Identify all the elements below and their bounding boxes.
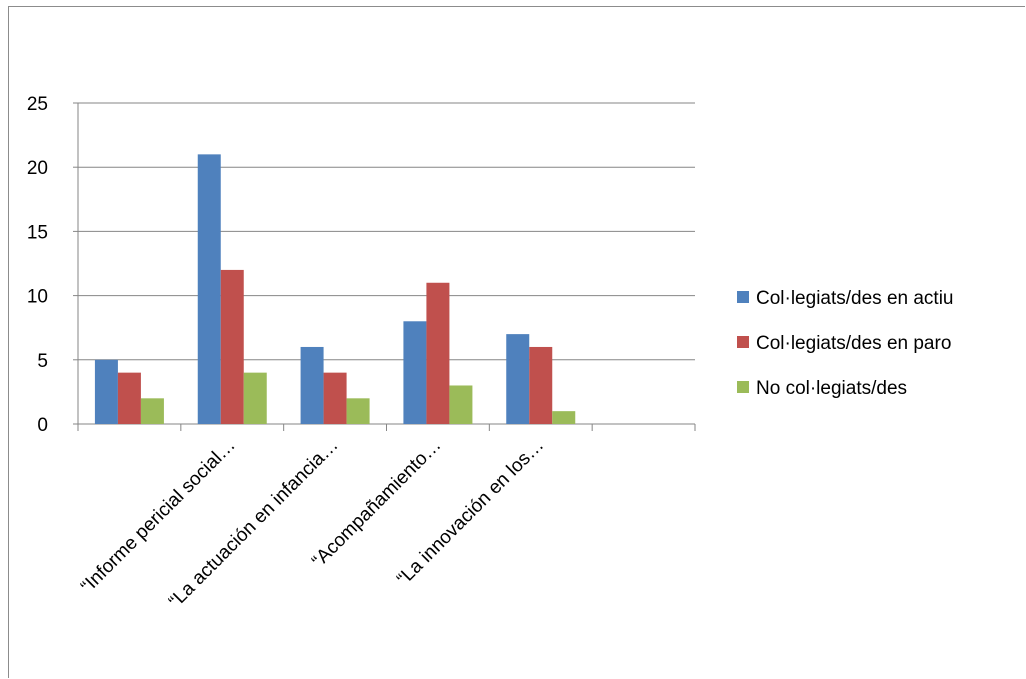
bar (449, 385, 473, 424)
axes (73, 102, 696, 431)
bar (323, 372, 347, 424)
legend-swatch (737, 381, 749, 393)
bar (346, 398, 370, 424)
y-tick-label: 5 (37, 351, 48, 372)
legend-label: Col·legiats/des en paro (756, 333, 951, 354)
gridlines (78, 102, 695, 361)
y-tick-label: 20 (27, 158, 48, 179)
legend-label: No col·legiats/des (756, 378, 907, 399)
bar (300, 346, 324, 424)
x-tick-label: “La actuación en infancia… (165, 435, 343, 613)
bar (140, 398, 164, 424)
bar (117, 372, 141, 424)
bar (529, 346, 553, 424)
legend-swatch (737, 291, 749, 303)
y-tick-label: 25 (27, 94, 48, 115)
bar (403, 321, 427, 424)
legend-label: Col·legiats/des en actiu (756, 288, 954, 309)
bar (552, 411, 576, 424)
legend-swatch (737, 336, 749, 348)
y-tick-label: 15 (27, 222, 48, 243)
y-tick-labels: 0 5 10 15 20 25 (27, 94, 48, 436)
bar (94, 359, 118, 424)
bars (94, 154, 576, 425)
y-tick-label: 0 (37, 415, 48, 436)
chart-frame (8, 6, 1025, 678)
bar (506, 334, 530, 424)
bar (243, 372, 267, 424)
bar (426, 282, 450, 424)
bar (220, 269, 244, 424)
y-tick-label: 10 (27, 287, 48, 308)
bar (197, 154, 221, 425)
legend: Col·legiats/des en actiu Col·legiats/des … (737, 288, 954, 399)
x-tick-labels: “Informe pericial social…“La actuación e… (77, 435, 548, 613)
